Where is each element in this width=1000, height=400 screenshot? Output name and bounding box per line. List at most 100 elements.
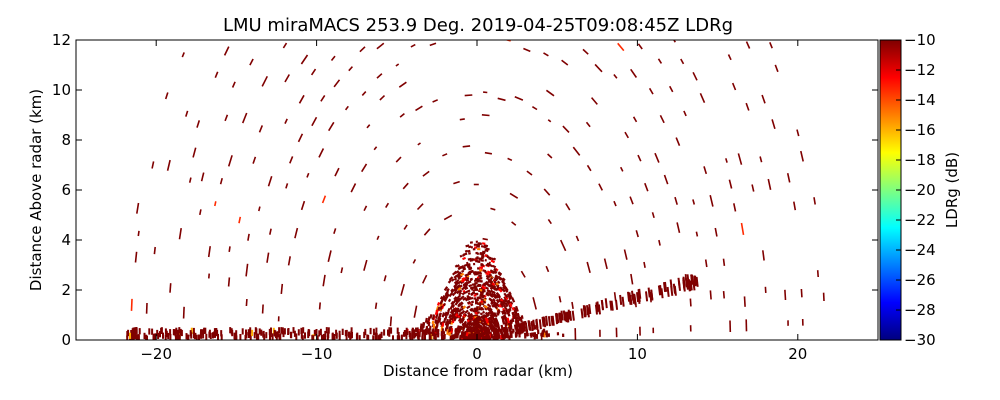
radar-return — [515, 316, 519, 320]
radar-return — [582, 48, 589, 55]
radar-return — [252, 156, 257, 164]
radar-return — [480, 252, 484, 255]
x-tick-label: 0 — [472, 345, 482, 363]
radar-return — [800, 288, 803, 298]
radar-return — [461, 277, 465, 281]
radar-return — [437, 313, 442, 319]
radar-return — [490, 257, 495, 261]
radar-return — [486, 262, 491, 267]
radar-return — [461, 322, 465, 327]
radar-return — [495, 302, 500, 308]
radar-return — [609, 300, 613, 311]
radar-return — [485, 292, 489, 296]
radar-return — [480, 295, 485, 299]
radar-return — [596, 301, 600, 312]
radar-return — [500, 328, 504, 339]
colorbar-tick-label: −16 — [904, 121, 936, 139]
radar-return — [458, 291, 463, 296]
radar-return — [376, 42, 385, 50]
radar-return — [181, 52, 185, 58]
radar-return — [311, 116, 318, 127]
radar-return — [500, 310, 505, 315]
radar-return — [464, 273, 469, 277]
radar-return — [478, 323, 483, 328]
radar-return — [575, 235, 580, 242]
radar-return — [559, 239, 567, 252]
radar-return — [185, 110, 189, 117]
radar-return — [771, 119, 776, 130]
radar-return — [469, 334, 473, 340]
y-tick-label: 8 — [61, 131, 71, 149]
radar-return — [482, 282, 486, 286]
radar-return — [298, 94, 305, 104]
radar-return — [508, 304, 513, 310]
radar-return — [451, 293, 456, 297]
radar-return — [200, 172, 205, 182]
radar-return — [468, 280, 472, 284]
radar-return — [427, 321, 431, 327]
radar-return — [769, 41, 773, 49]
radar-return — [488, 324, 493, 331]
radar-return — [518, 316, 522, 322]
radar-return — [633, 293, 637, 304]
radar-return — [493, 286, 499, 292]
radar-return — [443, 286, 449, 292]
radar-return — [463, 263, 468, 268]
radar-return — [462, 285, 468, 290]
radar-return — [261, 304, 264, 314]
radar-return — [784, 289, 787, 301]
radar-return — [361, 91, 367, 96]
radar-return — [441, 312, 446, 318]
radar-return — [461, 291, 466, 296]
radar-return — [644, 182, 649, 192]
radar-return — [514, 324, 517, 329]
radar-return — [547, 218, 552, 225]
radar-return — [489, 264, 494, 268]
radar-return — [284, 74, 290, 83]
radar-return — [511, 311, 515, 318]
radar-return — [514, 95, 524, 101]
radar-return — [449, 308, 454, 314]
radar-return — [657, 285, 662, 296]
radar-return — [675, 137, 681, 147]
radar-return — [627, 291, 631, 302]
radar-return — [462, 289, 466, 293]
radar-return — [333, 79, 341, 88]
radar-return — [565, 203, 571, 211]
radar-return — [444, 290, 450, 296]
radar-return — [300, 200, 306, 211]
radar-return — [480, 245, 485, 248]
radar-return — [227, 277, 231, 287]
radar-return — [508, 326, 513, 337]
radar-return — [498, 298, 502, 303]
radar-return — [485, 291, 490, 295]
radar-return — [470, 300, 475, 304]
radar-return — [497, 271, 503, 276]
radar-return — [445, 324, 449, 331]
radar-return — [532, 297, 537, 310]
radar-return — [456, 325, 460, 331]
radar-return — [523, 47, 531, 53]
radar-return — [471, 283, 476, 286]
radar-return — [494, 274, 499, 279]
radar-return — [511, 297, 516, 303]
radar-return — [515, 323, 519, 334]
radar-return — [490, 276, 494, 280]
radar-return — [376, 235, 380, 241]
radar-return — [543, 52, 549, 57]
radar-return — [468, 252, 471, 255]
radar-return — [419, 326, 423, 333]
radar-return — [453, 280, 458, 285]
radar-return — [227, 155, 233, 167]
radar-return — [502, 277, 506, 282]
radar-return — [503, 298, 507, 303]
radar-return — [509, 301, 514, 306]
radar-return — [470, 317, 474, 321]
radar-return — [482, 325, 487, 329]
radar-return — [439, 321, 443, 326]
radar-return — [453, 180, 460, 185]
radar-return — [491, 282, 496, 286]
radar-return — [482, 310, 486, 314]
radar-return — [490, 312, 495, 318]
radar-return — [486, 303, 492, 308]
